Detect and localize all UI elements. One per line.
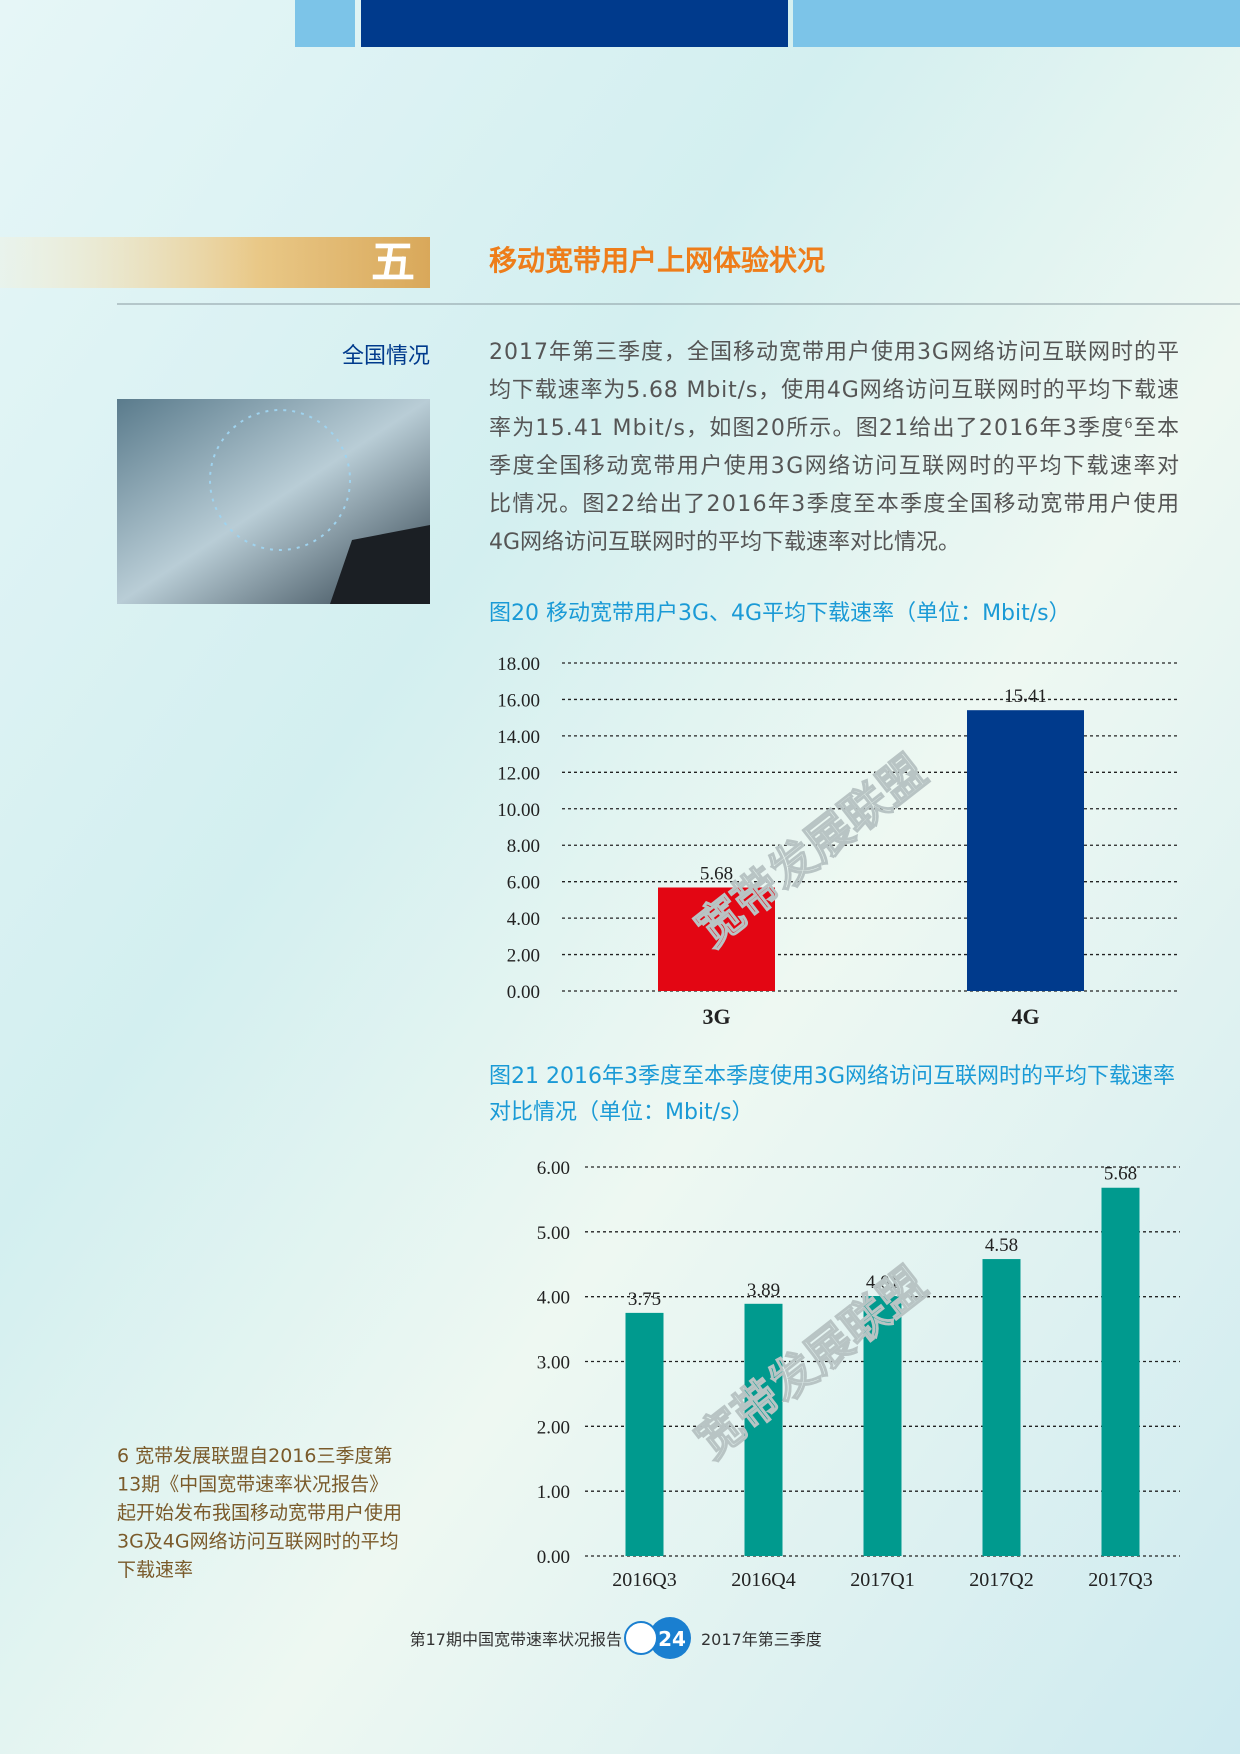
side-heading: 全国情况 <box>342 344 430 369</box>
footnote-line: 3G及4G网络访问互联网时的平均 <box>117 1531 399 1553</box>
x-tick-label: 2017Q2 <box>969 1569 1033 1591</box>
text-run: 2017年第三季度，全国移动宽带用户使用3G网络访问互联网时的平 <box>489 340 1179 365</box>
bar <box>967 710 1084 991</box>
y-tick-label: 2.00 <box>537 1417 570 1438</box>
charts: 图20 移动宽带用户3G、4G平均下载速率（单位：Mbit/s） 0.00 2.00… <box>489 601 1180 1591</box>
paragraph-line: 2017年第三季度，全国移动宽带用户使用3G网络访问互联网时的平 <box>489 340 1179 365</box>
text-run: 至本 <box>1134 416 1179 441</box>
text-run: 季度全国移动宽带用户使用3G网络访问互联网时的平均下载速率对 <box>489 454 1179 479</box>
y-tick-label: 14.00 <box>497 727 540 748</box>
y-tick-label: 8.00 <box>507 836 540 857</box>
text-run: 率为15.41 Mbit/s，如图20所示。图21给出了2016年3季度 <box>489 416 1123 441</box>
page-number: 24 <box>658 1627 686 1651</box>
bar <box>863 1296 902 1556</box>
x-tick-label: 2017Q3 <box>1088 1569 1152 1591</box>
photo-hand <box>330 525 430 604</box>
value-label: 3.89 <box>747 1280 780 1301</box>
bar <box>744 1303 783 1556</box>
chart-title: 图21 2016年3季度至本季度使用3G网络访问互联网时的平均下载速率 <box>489 1064 1175 1089</box>
value-label: 15.41 <box>1004 686 1047 707</box>
y-tick-label: 6.00 <box>537 1158 570 1179</box>
y-tick-label: 4.00 <box>507 909 540 930</box>
footnote-ref: 6 <box>1124 417 1132 432</box>
section-title: 移动宽带用户上网体验状况 <box>489 244 825 277</box>
footnote-line: 6 宽带发展联盟自2016三季度第 <box>117 1445 392 1467</box>
bar <box>658 887 775 991</box>
page-badge <box>649 1617 691 1659</box>
y-tick-label: 1.00 <box>537 1482 570 1503</box>
body-text: 2017年第三季度，全国移动宽带用户使用3G网络访问互联网时的平均下载速率为5.… <box>489 340 1179 555</box>
top-bar <box>793 0 1240 47</box>
bar <box>982 1259 1021 1556</box>
top-bar <box>361 0 788 47</box>
y-tick-label: 10.00 <box>497 800 540 821</box>
top-bar <box>295 0 355 47</box>
x-tick-label: 4G <box>1011 1004 1039 1029</box>
y-tick-label: 6.00 <box>507 873 540 894</box>
footnote: 6 宽带发展联盟自2016三季度第 13期《中国宽带速率状况报告》起开始发布我国移… <box>117 1445 402 1581</box>
bar <box>625 1312 664 1556</box>
y-tick-label: 4.00 <box>537 1288 570 1309</box>
paragraph-line: 比情况。图22给出了2016年3季度至本季度全国移动宽带用户使用 <box>489 492 1179 517</box>
section-bar <box>0 237 430 288</box>
chart-title: 图20 移动宽带用户3G、4G平均下载速率（单位：Mbit/s） <box>489 601 1071 626</box>
section-number: 五 <box>371 237 415 288</box>
x-tick-label: 2017Q1 <box>850 1569 914 1591</box>
footer-left: 第17期中国宽带速率状况报告 <box>410 1630 622 1649</box>
value-label: 4.01 <box>866 1272 899 1293</box>
value-label: 5.68 <box>700 863 733 884</box>
text-run: 均下载速率为5.68 Mbit/s，使用4G网络访问互联网时的平均下载速 <box>489 378 1179 403</box>
paragraph-line: 率为15.41 Mbit/s，如图20所示。图21给出了2016年3季度6至本 <box>489 416 1179 441</box>
value-label: 3.75 <box>628 1289 661 1310</box>
y-tick-label: 5.00 <box>537 1223 570 1244</box>
y-tick-label: 0.00 <box>507 982 540 1003</box>
y-tick-label: 12.00 <box>497 763 540 784</box>
text-run: 比情况。图22给出了2016年3季度至本季度全国移动宽带用户使用 <box>489 492 1179 517</box>
footnote-line: 起开始发布我国移动宽带用户使用 <box>117 1502 402 1524</box>
footnote-line: 13期《中国宽带速率状况报告》 <box>117 1474 388 1496</box>
bar <box>1101 1187 1140 1556</box>
text-run: 4G网络访问互联网时的平均下载速率对比情况。 <box>489 530 960 555</box>
chart-title: 对比情况（单位：Mbit/s） <box>489 1100 754 1125</box>
x-tick-label: 3G <box>702 1004 730 1029</box>
paragraph-line: 4G网络访问互联网时的平均下载速率对比情况。 <box>489 530 960 555</box>
footer-right: 2017年第三季度 <box>701 1630 822 1649</box>
paragraph-line: 季度全国移动宽带用户使用3G网络访问互联网时的平均下载速率对 <box>489 454 1179 479</box>
x-tick-label: 2016Q3 <box>612 1569 676 1591</box>
y-tick-label: 3.00 <box>537 1353 570 1374</box>
value-label: 4.58 <box>985 1235 1018 1256</box>
logo <box>624 1621 658 1655</box>
value-label: 5.68 <box>1104 1164 1137 1185</box>
x-tick-label: 2016Q4 <box>731 1569 795 1591</box>
paragraph-line: 均下载速率为5.68 Mbit/s，使用4G网络访问互联网时的平均下载速 <box>489 378 1179 403</box>
y-tick-label: 18.00 <box>497 654 540 675</box>
photo-icons <box>209 409 351 551</box>
y-tick-label: 16.00 <box>497 690 540 711</box>
y-tick-label: 2.00 <box>507 946 540 967</box>
y-tick-label: 0.00 <box>537 1547 570 1568</box>
footnote-line: 下载速率 <box>117 1559 193 1581</box>
